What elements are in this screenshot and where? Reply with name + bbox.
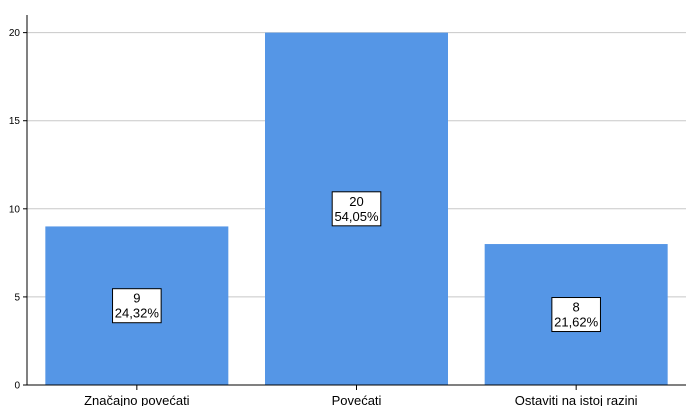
y-tick-label-5: 5 bbox=[14, 292, 20, 303]
data-label-percent-2: 21,62% bbox=[554, 315, 599, 330]
x-tick-label-1: Povećati bbox=[332, 393, 382, 406]
y-tick-label-20: 20 bbox=[9, 28, 21, 39]
x-tick-label-2: Ostaviti na istoj razini bbox=[515, 393, 638, 406]
data-label-count-1: 20 bbox=[349, 194, 363, 209]
data-label-count-2: 8 bbox=[573, 300, 580, 315]
x-tick-label-0: Značajno povećati bbox=[84, 393, 190, 406]
data-label-percent-1: 54,05% bbox=[334, 209, 379, 224]
y-tick-label-0: 0 bbox=[14, 381, 20, 392]
data-label-percent-0: 24,32% bbox=[115, 306, 160, 321]
y-tick-label-15: 15 bbox=[9, 116, 21, 127]
data-label-count-0: 9 bbox=[133, 291, 140, 306]
y-tick-label-10: 10 bbox=[9, 204, 21, 215]
